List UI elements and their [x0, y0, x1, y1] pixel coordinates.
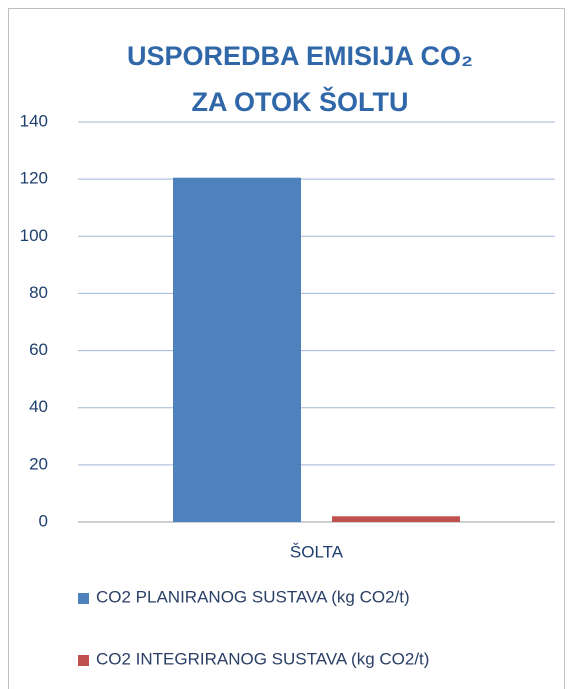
- chart-title: ZA OTOK ŠOLTU: [192, 86, 409, 117]
- legend-label: CO2 PLANIRANOG SUSTAVA (kg CO2/t): [96, 587, 410, 606]
- legend-swatch: [78, 655, 89, 666]
- chart-title: USPOREDBA EMISIJA CO₂: [127, 41, 473, 71]
- x-tick-label: ŠOLTA: [290, 542, 344, 561]
- y-tick-label: 80: [29, 283, 48, 302]
- y-tick-label: 120: [20, 169, 48, 188]
- y-tick-label: 20: [29, 454, 48, 473]
- y-tick-label: 0: [39, 511, 48, 530]
- legend-label: CO2 INTEGRIRANOG SUSTAVA (kg CO2/t): [96, 649, 429, 668]
- bar: [173, 177, 301, 522]
- y-tick-label: 100: [20, 226, 48, 245]
- chart-frame: [8, 8, 565, 689]
- y-tick-label: 40: [29, 397, 48, 416]
- legend-swatch: [78, 593, 89, 604]
- bar: [332, 516, 460, 522]
- y-tick-label: 60: [29, 340, 48, 359]
- y-tick-label: 140: [20, 111, 48, 130]
